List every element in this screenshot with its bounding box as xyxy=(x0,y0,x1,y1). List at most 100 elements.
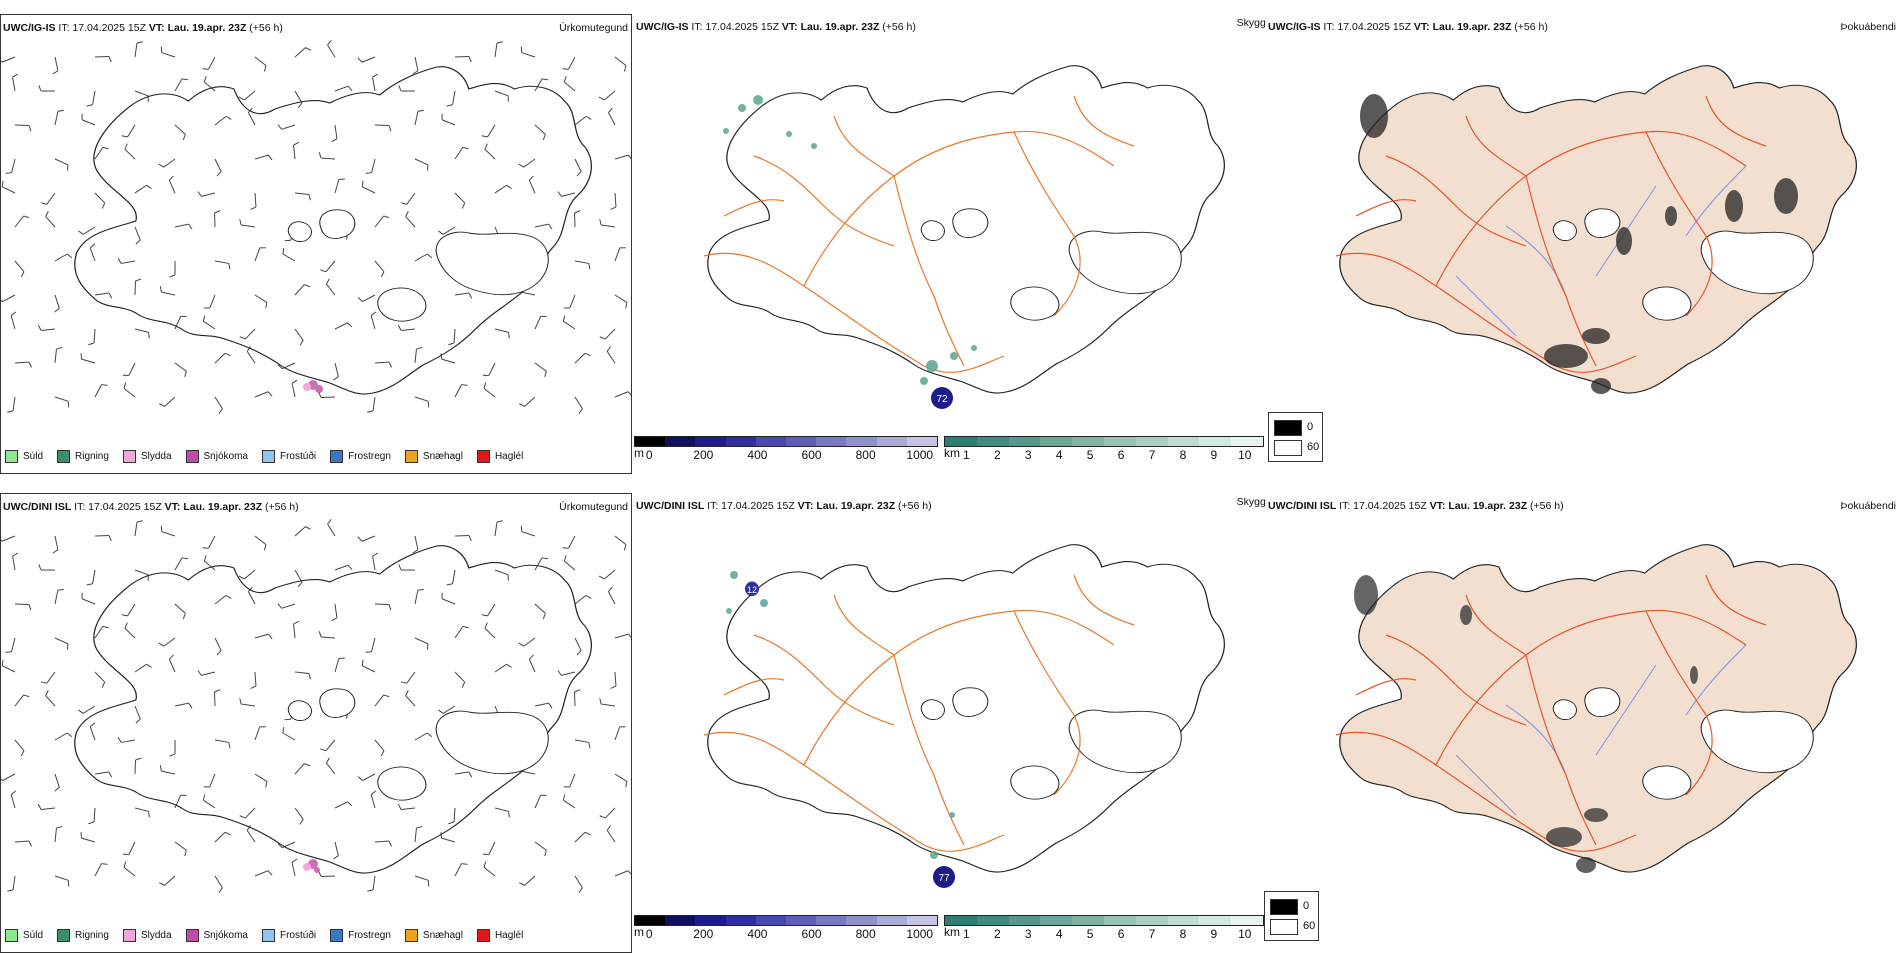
wind-barb-flag xyxy=(542,79,548,80)
wind-barb xyxy=(13,876,15,890)
wind-barb-flag xyxy=(67,733,72,737)
colorbar-tick: 4 xyxy=(1056,927,1063,941)
wind-barb-flag xyxy=(328,40,332,45)
wind-barb xyxy=(615,295,627,302)
wind-barb-flag xyxy=(118,737,121,742)
wind-barb-flag xyxy=(589,742,590,748)
wind-barb-flag xyxy=(469,536,471,542)
wind-barb xyxy=(3,774,15,781)
wind-barb xyxy=(295,527,305,536)
wind-barb-flag xyxy=(124,383,126,389)
wind-barb xyxy=(135,522,137,536)
wind-barb-flag xyxy=(333,377,338,380)
colorbar-tick: 1 xyxy=(963,448,970,462)
wind-barb-flag xyxy=(21,751,24,756)
wind-barb-flag xyxy=(519,643,524,646)
wind-barb-flag xyxy=(13,553,18,556)
visibility-panel-dini: UWC/DINI ISL IT: 17.04.2025 15Z VT: Lau.… xyxy=(634,493,1266,953)
wind-barb xyxy=(335,565,348,570)
wind-barb xyxy=(455,864,462,876)
init-time: IT: 17.04.2025 15Z xyxy=(704,500,797,512)
wind-barb xyxy=(495,664,507,672)
wind-barb-flag xyxy=(309,673,311,679)
wind-barb xyxy=(535,316,541,329)
wind-barb xyxy=(295,285,304,295)
legend-item: Snæhagl xyxy=(405,929,463,942)
wind-barb xyxy=(372,159,375,173)
wind-barb-flag xyxy=(136,719,140,723)
wind-barb-flag xyxy=(485,144,487,150)
wind-barb xyxy=(201,193,215,196)
wind-barb-flag xyxy=(332,139,337,142)
fog-key-low-swatch xyxy=(1274,420,1302,436)
wind-barb-flag xyxy=(239,97,244,100)
wind-barb-flag xyxy=(264,545,266,551)
wind-barb-flag xyxy=(438,231,443,235)
low-visibility-areas xyxy=(723,95,977,385)
wind-barb-flag xyxy=(189,703,192,708)
glacier-outline xyxy=(320,689,355,718)
wind-barb xyxy=(485,149,495,159)
wind-barb xyxy=(535,363,546,371)
wind-barb xyxy=(55,536,58,550)
wind-barb xyxy=(495,570,508,575)
wind-barb xyxy=(41,329,55,330)
wind-barb-flag xyxy=(482,615,488,616)
wind-barb-flag xyxy=(55,308,60,312)
wind-barb xyxy=(575,595,586,604)
wind-barb xyxy=(326,284,335,295)
glacier-outline xyxy=(288,222,311,242)
road xyxy=(754,635,894,725)
wind-barb xyxy=(524,159,535,167)
wind-barb xyxy=(294,145,295,159)
visibility-label-12: 12 xyxy=(747,585,757,595)
legend-swatch xyxy=(405,450,418,463)
road xyxy=(804,610,1114,765)
wind-barb-flag xyxy=(624,545,626,551)
wind-barb xyxy=(415,57,418,71)
colorbar-swatch xyxy=(786,916,816,925)
wind-barb-flag xyxy=(6,173,12,174)
wind-barb-flag xyxy=(215,211,221,213)
wind-barb xyxy=(608,592,615,604)
wind-barb-flag xyxy=(125,623,127,629)
wind-barb-flag xyxy=(305,527,310,530)
sleet-area xyxy=(303,863,311,871)
wind-barb-flag xyxy=(358,298,363,302)
wind-barb xyxy=(522,53,535,57)
colorbar-tick: 6 xyxy=(1118,927,1125,941)
wind-barb xyxy=(15,261,24,272)
wind-barb-flag xyxy=(39,85,41,91)
precip-type-panel-igis: UWC/IG-IS IT: 17.04.2025 15Z VT: Lau. 19… xyxy=(0,14,632,474)
colorbar-tick: 2 xyxy=(994,448,1001,462)
colorbar-swatch xyxy=(877,437,907,446)
wind-barb xyxy=(362,666,375,672)
wind-barb xyxy=(570,295,575,308)
wind-barb-flag xyxy=(159,643,164,646)
wind-barb-flag xyxy=(189,224,192,229)
panel-field-label: Þokuábendi xyxy=(1841,500,1896,512)
wind-barb xyxy=(13,397,15,411)
wind-barb xyxy=(415,590,418,604)
wind-barb xyxy=(283,254,295,261)
wind-barb xyxy=(321,158,335,159)
wind-barb xyxy=(522,532,535,536)
wind-barb-flag xyxy=(268,634,272,639)
wind-barb xyxy=(47,672,55,683)
wind-barb-flag xyxy=(418,110,424,111)
wind-barb xyxy=(95,293,109,295)
wind-barb-flag xyxy=(626,781,627,787)
wind-barb-flag xyxy=(122,136,128,137)
wind-barb-flag xyxy=(87,105,93,106)
wind-barb-flag xyxy=(240,698,241,704)
wind-barb-flag xyxy=(102,864,108,865)
glacier-outline xyxy=(1643,287,1691,320)
wind-barb-flag xyxy=(545,850,547,856)
wind-barb-flag xyxy=(198,191,201,196)
wind-barb xyxy=(373,556,375,570)
wind-barb-flag xyxy=(11,791,16,795)
wind-barb-flag xyxy=(562,548,568,549)
legend-label: Súld xyxy=(23,451,43,462)
fog-key-high-swatch xyxy=(1274,440,1302,456)
